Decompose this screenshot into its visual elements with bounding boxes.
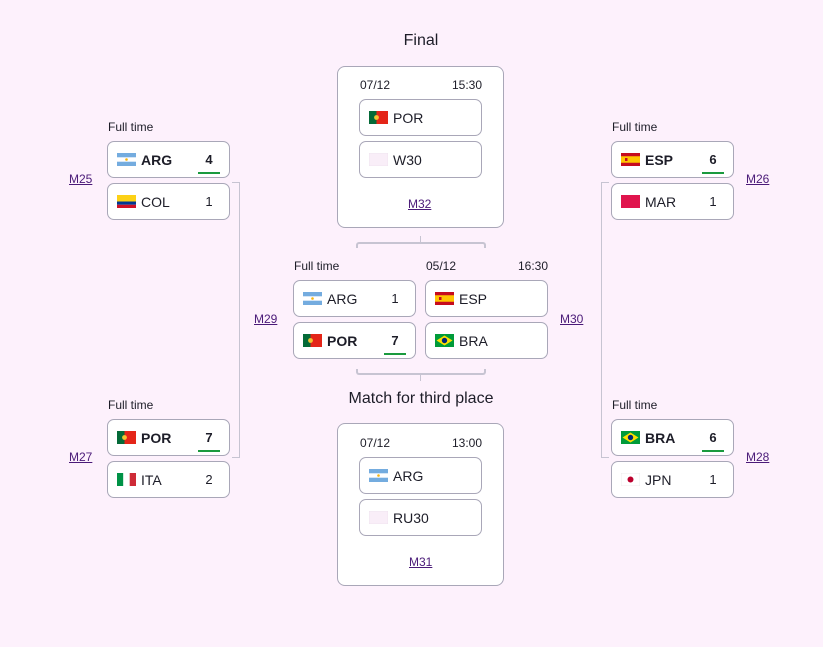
team-card[interactable]: JPN 1 <box>611 461 734 498</box>
team-name: BRA <box>459 332 488 349</box>
match-link-m29[interactable]: M29 <box>254 312 278 326</box>
flag-mar-icon <box>621 195 640 208</box>
team-card[interactable]: BRA 6 <box>611 419 734 456</box>
team-name: JPN <box>645 471 672 488</box>
match-date: 05/12 <box>426 259 457 273</box>
team-name: ESP <box>459 290 488 307</box>
match-link-m25[interactable]: M25 <box>69 172 93 186</box>
flag-arg-icon <box>369 469 388 482</box>
team-card[interactable]: ARG <box>359 457 482 494</box>
final-title: Final <box>403 32 439 49</box>
team-name: COL <box>141 193 170 210</box>
match-time: 16:30 <box>517 259 548 273</box>
team-card[interactable]: ESP 6 <box>611 141 734 178</box>
match-link-m28[interactable]: M28 <box>746 450 770 464</box>
match-link-m27[interactable]: M27 <box>69 450 93 464</box>
team-name: RU30 <box>393 509 429 526</box>
match-date: 07/12 <box>360 78 391 92</box>
team-card[interactable]: ARG 1 <box>293 280 416 317</box>
team-score: 1 <box>391 290 399 306</box>
team-score: 6 <box>702 151 724 174</box>
team-name: POR <box>393 109 424 126</box>
team-card[interactable]: POR 7 <box>107 419 230 456</box>
flag-bra-icon <box>621 431 640 444</box>
team-card[interactable]: ITA 2 <box>107 461 230 498</box>
team-name: ITA <box>141 471 162 488</box>
match-link-m32[interactable]: M32 <box>408 197 432 211</box>
team-card[interactable]: POR <box>359 99 482 136</box>
match-link-m30[interactable]: M30 <box>560 312 584 326</box>
flag-ita-icon <box>117 473 136 486</box>
flag-arg-icon <box>117 153 136 166</box>
team-card[interactable]: POR 7 <box>293 322 416 359</box>
team-name: ARG <box>327 290 358 307</box>
team-card[interactable]: COL 1 <box>107 183 230 220</box>
team-card[interactable]: RU30 <box>359 499 482 536</box>
team-score: 1 <box>205 193 213 209</box>
status-label: Full time <box>612 120 658 134</box>
status-label: Full time <box>108 398 154 412</box>
flag-por-icon <box>369 111 388 124</box>
team-score: 2 <box>205 471 213 487</box>
status-label: Full time <box>108 120 154 134</box>
flag-esp-icon <box>621 153 640 166</box>
team-score: 1 <box>709 471 717 487</box>
match-date: 07/12 <box>360 436 391 450</box>
flag-blank-icon <box>369 511 388 524</box>
team-score: 1 <box>709 193 717 209</box>
team-name: POR <box>141 429 172 446</box>
team-card[interactable]: ESP <box>425 280 548 317</box>
flag-bra-icon <box>435 334 454 347</box>
flag-esp-icon <box>435 292 454 305</box>
match-link-m26[interactable]: M26 <box>746 172 770 186</box>
flag-por-icon <box>303 334 322 347</box>
flag-blank-icon <box>369 153 388 166</box>
status-label: Full time <box>294 259 340 273</box>
third-connector <box>356 369 486 375</box>
match-time: 15:30 <box>451 78 482 92</box>
flag-col-icon <box>117 195 136 208</box>
status-label: Full time <box>612 398 658 412</box>
final-connector <box>356 242 486 248</box>
team-name: POR <box>327 332 358 349</box>
team-name: ARG <box>393 467 424 484</box>
team-name: MAR <box>645 193 677 210</box>
match-time: 13:00 <box>451 436 482 450</box>
team-card[interactable]: W30 <box>359 141 482 178</box>
team-score: 7 <box>198 429 220 452</box>
team-card[interactable]: BRA <box>425 322 548 359</box>
third-place-title: Match for third place <box>348 390 494 407</box>
match-link-m31[interactable]: M31 <box>409 555 433 569</box>
team-score: 4 <box>198 151 220 174</box>
team-card[interactable]: MAR 1 <box>611 183 734 220</box>
team-score: 6 <box>702 429 724 452</box>
team-card[interactable]: ARG 4 <box>107 141 230 178</box>
team-name: ESP <box>645 151 674 168</box>
team-score: 7 <box>384 332 406 355</box>
team-name: BRA <box>645 429 676 446</box>
flag-jpn-icon <box>621 473 640 486</box>
team-name: W30 <box>393 151 422 168</box>
team-name: ARG <box>141 151 173 168</box>
flag-por-icon <box>117 431 136 444</box>
flag-arg-icon <box>303 292 322 305</box>
